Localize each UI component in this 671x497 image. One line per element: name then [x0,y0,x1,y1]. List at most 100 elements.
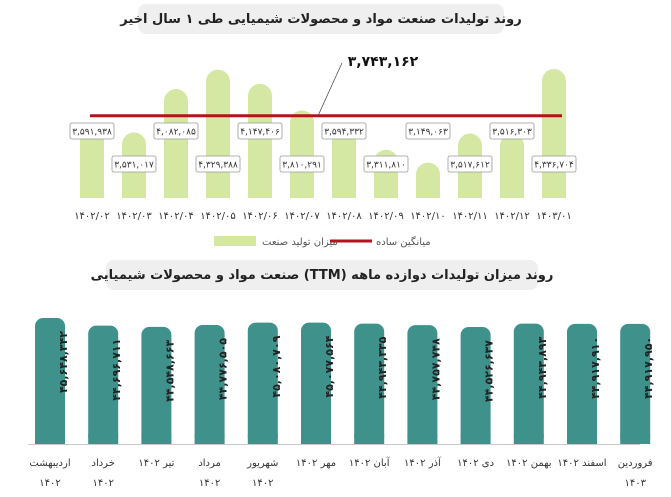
production-bar-base [374,186,398,198]
data-label: ۳,۸۱۰,۲۹۱ [282,161,322,171]
x-tick-label: ۱۴۰۲/۰۸ [326,211,362,222]
data-label-box [531,155,577,173]
ttm-bar [513,323,544,444]
production-bar [542,68,566,198]
ttm-bar [567,323,597,444]
production-bar [332,127,356,198]
production-bar-base [206,186,230,198]
data-label-box [153,122,199,140]
production-bar-base [416,186,440,198]
ttm-data-label: ۴۴,۵۲۶,۶۳۷ [483,340,496,402]
ttm-x-tick-label: اسفند ۱۴۰۲ [557,458,606,469]
data-label: ۳,۵۱۶,۳۰۳ [492,128,532,138]
ttm-data-label: ۴۴,۹۴۳,۳۳۵ [376,336,389,398]
data-label: ۴,۰۸۲,۰۸۵ [156,128,196,138]
ttm-bar [35,318,65,444]
production-bar-base [458,186,482,198]
ttm-bar [354,323,385,444]
data-label-box [195,155,241,173]
data-label: ۳,۵۹۱,۹۳۸ [72,128,112,138]
legend-production-label: میزان تولید صنعت [262,237,338,248]
data-label: ۴,۱۴۷,۴۰۶ [240,128,280,138]
ttm-x-tick-label: اردیبهشت [29,458,70,469]
average-callout-line [317,62,343,116]
x-tick-label: ۱۴۰۲/۱۲ [494,211,530,222]
ttm-bar-base [407,434,438,444]
x-tick-label: ۱۴۰۲/۱۱ [452,211,488,222]
data-label-box [237,122,283,140]
production-bar-base [122,186,146,198]
average-value-label: ۳,۷۴۳,۱۶۲ [348,54,419,70]
ttm-data-label: ۴۴,۹۴۳,۸۹۳ [536,336,549,398]
ttm-data-label: ۴۴,۹۱۷,۹۱۰ [589,337,602,399]
data-label: ۳,۵۹۴,۳۳۲ [324,128,364,138]
chart1-title: روند تولیدات صنعت مواد و محصولات شیمیایی… [120,4,522,34]
data-label: ۳,۱۴۹,۰۶۳ [408,128,448,138]
ttm-data-label: ۴۵,۶۴۸,۳۴۲ [57,331,70,393]
data-label: ۴,۳۲۹,۳۸۸ [198,161,238,171]
ttm-bar [460,327,491,444]
ttm-bar-base [567,434,597,444]
x-tick-label: ۱۴۰۲/۰۶ [242,211,278,222]
ttm-bar-base [88,434,119,444]
ttm-x-tick-label: خرداد [92,458,115,469]
production-bar-base [80,186,104,198]
ttm-x-tick-label: ۱۴۰۲ [252,478,273,489]
ttm-bar [141,326,172,444]
ttm-x-tick-label: فروردین [618,458,653,469]
data-label-box [447,155,493,173]
production-bar-base [500,186,524,198]
ttm-data-label: ۴۵,۰۷۷,۵۶۴ [323,335,336,397]
legend-production-swatch [214,236,256,246]
production-bar [500,133,524,198]
x-tick-label: ۱۴۰۲/۰۹ [368,211,404,222]
ttm-data-label: ۴۴,۷۵۷,۷۴۸ [429,338,442,400]
ttm-x-tick-label: تیر ۱۴۰۲ [138,458,174,469]
ttm-x-tick-label: مرداد [198,458,221,469]
ttm-x-tick-label: دی ۱۴۰۲ [457,458,494,469]
ttm-data-label: ۴۴,۹۱۷,۹۵۰ [642,337,655,399]
data-label-box [111,155,157,173]
x-tick-label: ۱۴۰۲/۱۰ [410,211,446,222]
ttm-x-tick-label: ۱۴۰۲ [199,478,220,489]
production-bar-base [290,186,314,198]
data-label-box [363,155,409,173]
ttm-data-label: ۴۴,۵۴۸,۶۶۳ [163,340,176,402]
x-tick-label: ۱۴۰۲/۰۷ [284,211,320,222]
ttm-bar [88,325,119,444]
ttm-bar [620,323,651,444]
ttm-x-tick-label: ۱۴۰۳ [624,478,646,489]
ttm-x-tick-label: آذر ۱۴۰۲ [404,456,442,469]
data-label-box [405,122,451,140]
legend-average-label: میانگین ساده [376,236,431,248]
ttm-x-tick-label: مهر ۱۴۰۲ [296,458,336,469]
production-bar-base [542,186,566,198]
production-bar [290,110,314,198]
data-label-box [69,122,115,140]
ttm-bar [247,322,278,444]
ttm-bar-base [247,434,278,444]
x-tick-label: ۱۴۰۳/۰۱ [536,211,572,222]
x-tick-label: ۱۴۰۲/۰۴ [158,211,194,222]
ttm-bar [301,322,331,444]
ttm-bar [194,325,225,444]
production-bar-base [332,186,356,198]
ttm-x-tick-label: آبان ۱۴۰۲ [349,456,391,469]
data-label-box [489,122,535,140]
ttm-bar-base [620,434,651,444]
data-label: ۳,۳۱۱,۸۱۰ [366,161,406,171]
ttm-bar-base [35,434,65,444]
ttm-data-label: ۴۵,۰۸۰,۷۰۹ [270,335,283,397]
x-tick-label: ۱۴۰۲/۰۲ [74,211,110,222]
data-label: ۳,۵۳۱,۰۱۷ [114,161,154,171]
production-bar [206,69,230,198]
x-tick-label: ۱۴۰۲/۰۵ [200,211,236,222]
ttm-x-tick-label: ۱۴۰۲ [39,478,60,489]
ttm-bar-base [513,434,544,444]
ttm-bar-base [301,434,331,444]
production-bar [164,89,188,198]
ttm-x-tick-label: شهریور [246,458,278,469]
ttm-x-tick-label: بهمن ۱۴۰۲ [506,458,551,469]
ttm-bar-base [141,434,172,444]
